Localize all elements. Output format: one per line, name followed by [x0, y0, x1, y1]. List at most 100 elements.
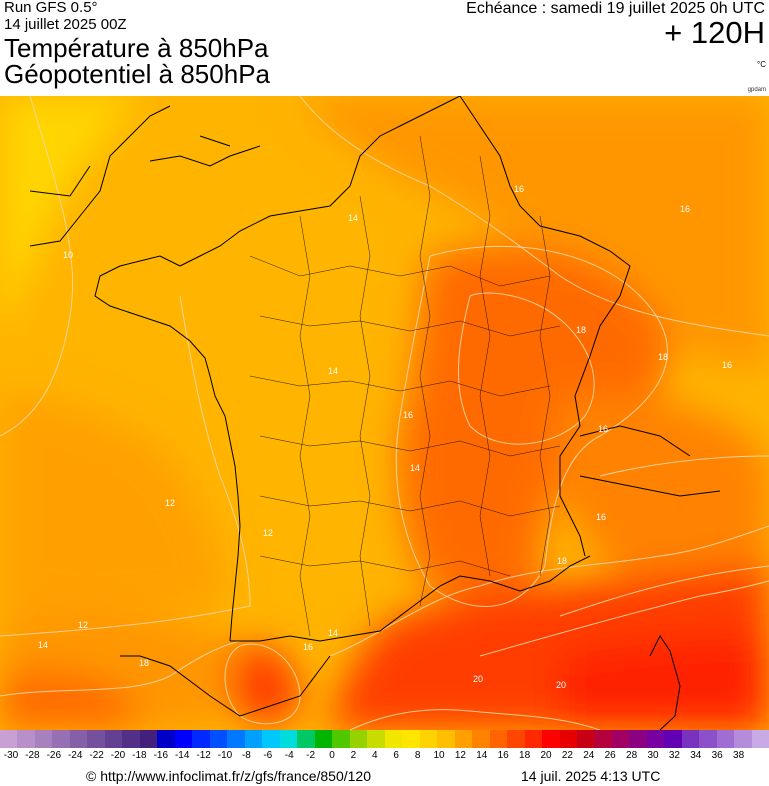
- isotherm-contours: [0, 96, 769, 730]
- department-borders: [249, 135, 561, 637]
- color-swatch: [52, 730, 70, 748]
- coastlines-and-borders: [29, 96, 721, 730]
- color-swatch: [192, 730, 210, 748]
- isotherm-label: 16: [596, 512, 606, 522]
- isotherm-label: 18: [139, 658, 149, 668]
- color-swatch: [332, 730, 350, 748]
- color-scale-label: 28: [626, 750, 638, 761]
- color-scale-label: -14: [174, 750, 190, 761]
- color-scale-label: -26: [46, 750, 62, 761]
- isotherm-label: 14: [328, 366, 338, 376]
- color-scale-label: 24: [583, 750, 595, 761]
- run-date: 14 juillet 2025 00Z: [4, 16, 127, 33]
- color-swatch: [157, 730, 175, 748]
- header-right: Echéance : samedi 19 juillet 2025 0h UTC…: [466, 0, 765, 48]
- color-swatch: [87, 730, 105, 748]
- isotherm-label: 18: [658, 352, 668, 362]
- color-swatch: [209, 730, 228, 748]
- color-swatch: [576, 730, 595, 748]
- color-swatch: [227, 730, 245, 748]
- color-scale-label: 38: [733, 750, 745, 761]
- color-scale-label: 12: [454, 750, 466, 761]
- color-swatch: [716, 730, 735, 748]
- color-scale-label: -12: [196, 750, 211, 761]
- isotherm-label: 10: [63, 250, 73, 260]
- temperature-map[interactable]: 10 12 12 12 14 14 14 14 14 16 16 16 16 1…: [0, 96, 769, 730]
- color-scale-label: -8: [241, 750, 251, 761]
- color-swatch: [104, 730, 123, 748]
- isotherm-labels: 10 12 12 12 14 14 14 14 14 16 16 16 16 1…: [38, 184, 732, 690]
- color-swatch: [472, 730, 490, 748]
- isotherm-label: 16: [303, 642, 313, 652]
- color-swatch: [69, 730, 88, 748]
- color-swatch: [349, 730, 368, 748]
- isotherm-label: 12: [165, 498, 175, 508]
- model-run-label: Run GFS 0.5°: [4, 0, 98, 16]
- color-swatch: [402, 730, 420, 748]
- color-scale-label: 36: [711, 750, 723, 761]
- color-scale-label: 26: [604, 750, 616, 761]
- isotherm-label: 12: [263, 528, 273, 538]
- color-swatch: [297, 730, 315, 748]
- temperature-field: [0, 96, 769, 730]
- color-scale-label: -20: [110, 750, 126, 761]
- color-swatch: [751, 730, 769, 748]
- color-swatch: [681, 730, 700, 748]
- color-scale-label: 22: [561, 750, 573, 761]
- isotherm-label: 14: [38, 640, 48, 650]
- color-scale-label: 30: [647, 750, 659, 761]
- color-swatch: [489, 730, 508, 748]
- isotherm-label: 16: [598, 424, 608, 434]
- color-swatch: [174, 730, 193, 748]
- header-left: Run GFS 0.5° 14 juillet 2025 00Z Tempéra…: [4, 0, 270, 87]
- color-scale-label: -6: [263, 750, 273, 761]
- unit-label: °C: [757, 60, 766, 69]
- color-swatch: [559, 730, 577, 748]
- isotherm-label: 14: [348, 213, 358, 223]
- isotherm-label: 20: [473, 674, 483, 684]
- color-swatch: [34, 730, 53, 748]
- isotherm-label: 14: [410, 463, 420, 473]
- color-scale-label: 2: [350, 750, 357, 761]
- isotherm-label: 18: [576, 325, 586, 335]
- forecast-horizon: + 120H: [664, 15, 765, 50]
- color-scale-label: -2: [306, 750, 316, 761]
- color-swatch: [594, 730, 612, 748]
- color-swatch: [122, 730, 140, 748]
- color-swatch: [437, 730, 455, 748]
- color-swatch: [454, 730, 473, 748]
- color-swatch: [734, 730, 752, 748]
- color-swatch: [139, 730, 158, 748]
- color-swatch: [314, 730, 333, 748]
- color-scale-label: -24: [67, 750, 83, 761]
- color-swatch: [244, 730, 263, 748]
- color-swatch: [542, 730, 560, 748]
- color-swatch: [384, 730, 403, 748]
- isotherm-label: 16: [680, 204, 690, 214]
- color-swatch: [646, 730, 665, 748]
- map-title-temperature: Température à 850hPa: [4, 33, 269, 63]
- color-swatch: [611, 730, 630, 748]
- color-swatch: [367, 730, 385, 748]
- generation-timestamp: 14 juil. 2025 4:13 UTC: [521, 768, 661, 784]
- color-swatch: [279, 730, 298, 748]
- color-scale-label: 32: [668, 750, 680, 761]
- color-scale-label: 20: [540, 750, 552, 761]
- isotherm-label: 20: [556, 680, 566, 690]
- color-scale-label: 0: [329, 750, 335, 761]
- color-scale-label: 14: [476, 750, 488, 761]
- color-swatch: [629, 730, 647, 748]
- color-scale-label: 18: [519, 750, 531, 761]
- isotherm-label: 12: [78, 620, 88, 630]
- color-scale-legend: -30 -28 -26 -24 -22 -20 -18 -16 -14 -12 -10 -8 -6 -4-…: [0, 730, 769, 762]
- color-scale-label: 10: [433, 750, 445, 761]
- color-scale-label: -22: [89, 750, 104, 761]
- forecast-valid-time: Echéance : samedi 19 juillet 2025 0h UTC: [466, 0, 765, 17]
- isotherm-label: 16: [403, 410, 413, 420]
- color-scale-label: -18: [132, 750, 147, 761]
- color-swatch: [524, 730, 543, 748]
- copyright-link[interactable]: © http://www.infoclimat.fr/z/gfs/france/…: [86, 768, 371, 784]
- color-scale-label: -4: [284, 750, 294, 761]
- color-swatch: [262, 730, 280, 748]
- map-title-geopotential: Géopotentiel à 850hPa: [4, 59, 270, 89]
